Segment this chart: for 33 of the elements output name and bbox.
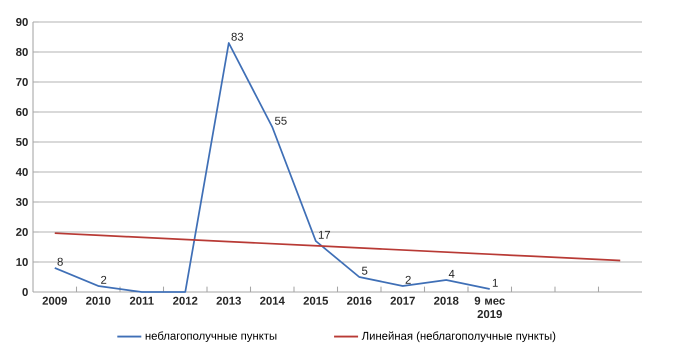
y-tick-label: 60 bbox=[16, 108, 28, 116]
x-tick-label: 9 мес 2019 bbox=[474, 296, 505, 318]
y-tick-label: 50 bbox=[16, 138, 28, 146]
y-tick-label: 90 bbox=[16, 18, 28, 26]
data-label: 55 bbox=[274, 116, 287, 125]
y-tick-label: 30 bbox=[16, 198, 28, 206]
x-tick-label: 2013 bbox=[216, 296, 241, 305]
data-label: 1 bbox=[492, 278, 498, 287]
x-tick-label: 2010 bbox=[86, 296, 110, 305]
x-tick-label: 2016 bbox=[347, 296, 372, 305]
y-tick-label: 70 bbox=[16, 78, 28, 86]
data-label: 2 bbox=[101, 276, 106, 284]
x-tick-label: 2012 bbox=[173, 296, 198, 305]
x-tick-label: 2011 bbox=[130, 296, 154, 305]
line-series bbox=[54, 42, 491, 293]
legend-label: Линейная (неблагополучные пункты) bbox=[362, 331, 556, 342]
y-tick-label: 20 bbox=[16, 228, 28, 236]
data-label: 17 bbox=[318, 230, 330, 239]
data-label: 8 bbox=[58, 258, 63, 266]
y-tick-label: 0 bbox=[22, 288, 28, 296]
y-tick-label: 40 bbox=[16, 168, 28, 176]
y-tick-label: 80 bbox=[16, 48, 28, 56]
x-tick-label: 2017 bbox=[390, 296, 415, 305]
data-label: 83 bbox=[232, 32, 244, 41]
x-tick-label: 2018 bbox=[434, 296, 459, 305]
data-label: 2 bbox=[406, 276, 411, 284]
x-tick-label: 2015 bbox=[304, 296, 328, 305]
y-tick-label: 10 bbox=[16, 258, 28, 266]
data-label: 4 bbox=[448, 270, 454, 278]
legend-label: неблагополучные пункты bbox=[146, 331, 276, 342]
x-tick-label: 2009 bbox=[42, 296, 67, 305]
x-tick-label: 2014 bbox=[260, 296, 285, 305]
data-label: 5 bbox=[362, 266, 368, 275]
